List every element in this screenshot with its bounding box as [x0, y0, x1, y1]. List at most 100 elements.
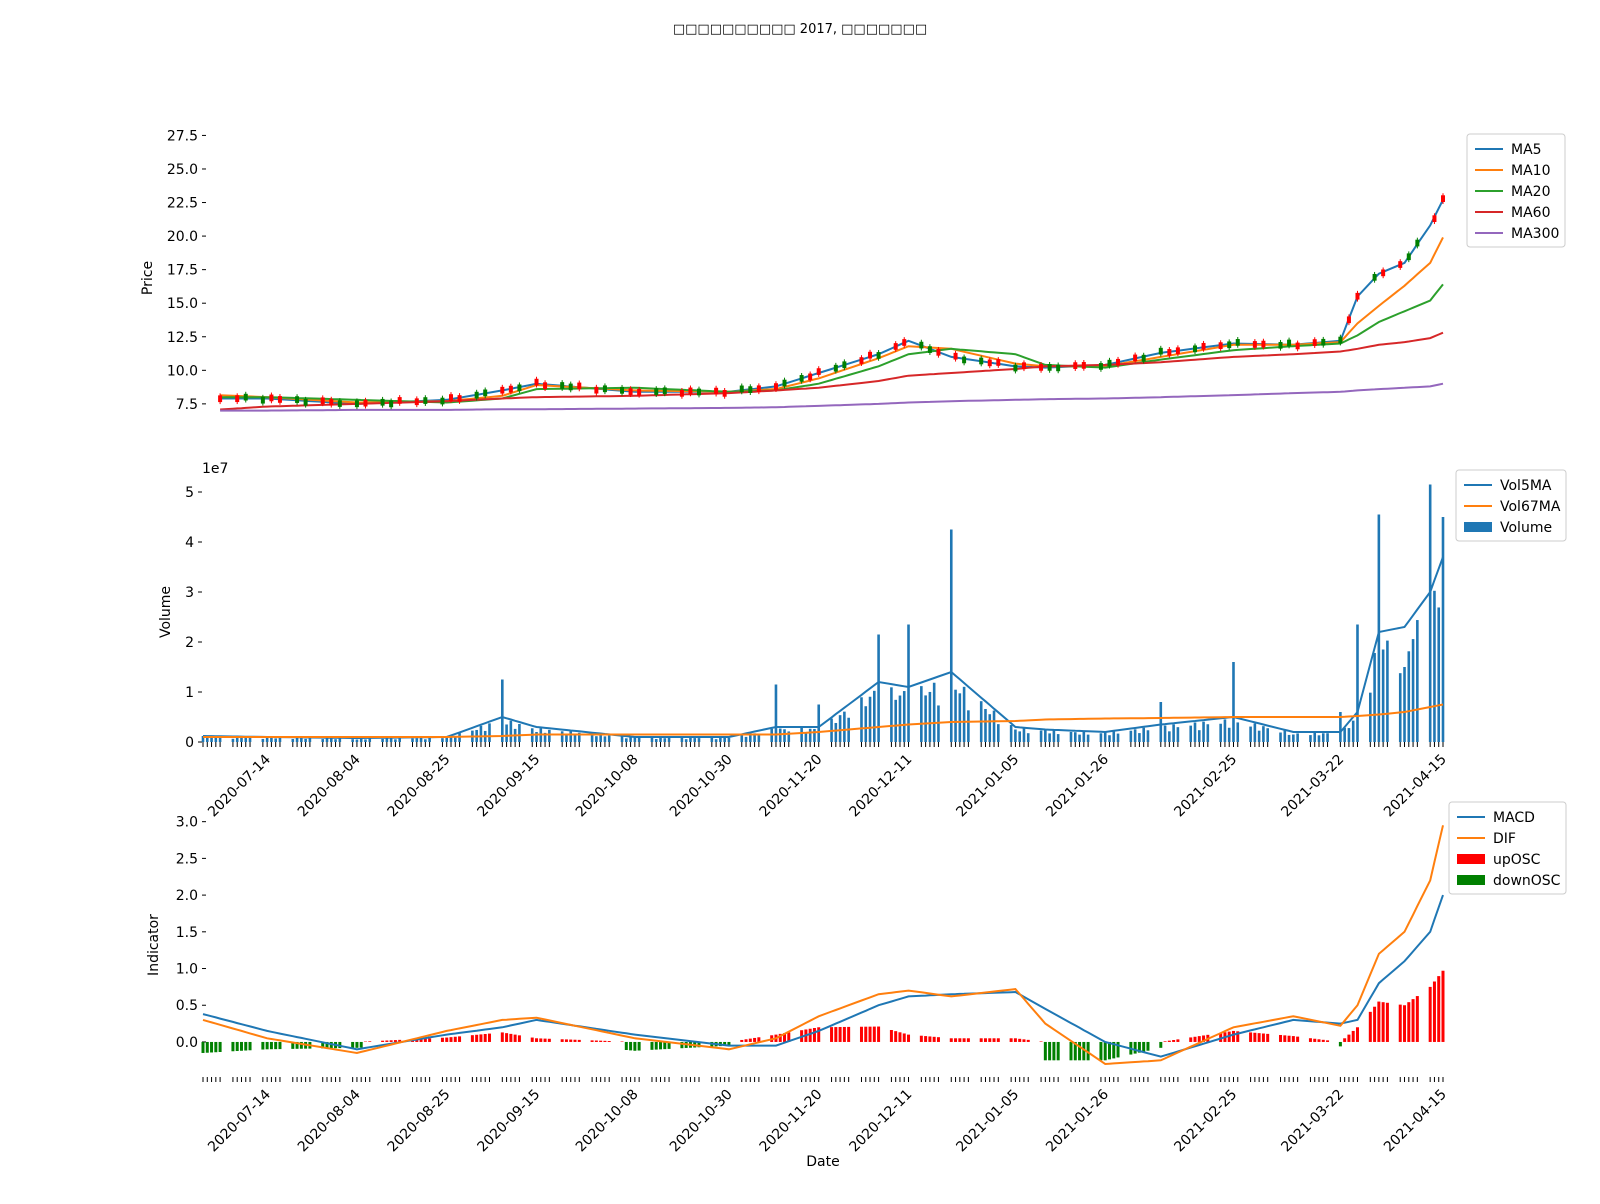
candle-body [1107, 360, 1111, 367]
candle-body [936, 349, 940, 356]
indicator-up-bar [505, 1033, 508, 1042]
volume-bar [321, 739, 324, 742]
indicator-up-bar [565, 1039, 568, 1042]
volume-bar [681, 737, 684, 742]
price-legend-entry: MA300 [1511, 226, 1559, 242]
volume-bar [638, 738, 641, 742]
indicator-up-bar [933, 1037, 936, 1042]
candle-body [1073, 362, 1077, 369]
indicator-up-bar [993, 1038, 996, 1042]
volume-bar [899, 696, 902, 742]
volume-bar [386, 738, 389, 742]
indicator-up-bar [1164, 1041, 1167, 1042]
volume-bar [1168, 731, 1171, 742]
volume-bar [745, 737, 748, 742]
indicator-up-bar [937, 1037, 940, 1042]
volume-bar [1048, 733, 1051, 742]
candle-body [697, 389, 701, 396]
indicator-down-bar [1044, 1042, 1047, 1060]
candle-body [1296, 343, 1300, 350]
indicator-down-bar [1108, 1042, 1111, 1059]
volume-bar [668, 738, 671, 742]
volume-bar [1399, 673, 1402, 742]
volume-line-vol5ma [203, 557, 1443, 738]
candle-body [269, 395, 273, 402]
volume-bar [1138, 733, 1141, 742]
volume-bar [488, 723, 491, 742]
volume-bar [1142, 728, 1145, 742]
candle-body [1415, 240, 1419, 247]
volume-bar [1027, 733, 1030, 742]
indicator-down-bar [231, 1042, 234, 1051]
indicator-down-bar [633, 1042, 636, 1051]
volume-bar [210, 737, 213, 742]
indicator-up-bar [1386, 1003, 1389, 1042]
volume-bar [356, 740, 359, 743]
indicator-up-bar [595, 1041, 598, 1042]
indicator-down-bar [274, 1042, 277, 1049]
candle-body [1321, 339, 1325, 346]
volume-bar [1262, 726, 1265, 742]
indicator-down-bar [244, 1042, 247, 1051]
volume-x-date-label: 2021-02-25 [1171, 752, 1240, 821]
indicator-legend-entry: DIF [1493, 831, 1516, 847]
indicator-up-bar [1352, 1031, 1355, 1042]
candle-body [1373, 274, 1377, 281]
indicator-up-bar [1373, 1007, 1376, 1042]
candle-body [235, 395, 239, 402]
indicator-up-bar [608, 1041, 611, 1042]
volume-bar [1322, 733, 1325, 742]
volume-y-tick-label: 0 [185, 735, 194, 751]
volume-bar [1207, 724, 1210, 742]
volume-x-date-label: 2020-10-08 [573, 752, 642, 821]
indicator-down-bar [266, 1042, 269, 1049]
candle-body [389, 401, 393, 408]
volume-bar [420, 738, 423, 742]
indicator-up-bar [967, 1038, 970, 1042]
candle-body [1313, 339, 1317, 346]
volume-bar [835, 723, 838, 742]
volume-bar [1288, 735, 1291, 742]
indicator-up-bar [1292, 1036, 1295, 1042]
candle-body [1261, 341, 1265, 348]
volume-bar [1382, 650, 1385, 742]
candle-body [500, 387, 504, 394]
candle-body [603, 385, 607, 392]
indicator-up-bar [1172, 1040, 1175, 1042]
volume-legend-entry: Volume [1500, 520, 1552, 536]
indicator-up-bar [890, 1030, 893, 1042]
indicator-up-bar [1168, 1041, 1171, 1042]
volume-bar [1318, 735, 1321, 742]
indicator-down-bar [236, 1042, 239, 1051]
indicator-up-bar [548, 1039, 551, 1042]
volume-bar [1429, 485, 1432, 743]
indicator-x-date-label: 2020-08-25 [385, 1087, 454, 1156]
candle-body [1202, 343, 1206, 350]
indicator-up-bar [740, 1040, 743, 1042]
volume-bar [651, 737, 654, 742]
volume-bar [445, 738, 448, 742]
indicator-up-bar [830, 1027, 833, 1042]
candle-body [321, 397, 325, 404]
indicator-down-bar [1104, 1042, 1107, 1060]
indicator-down-bar [663, 1042, 666, 1049]
candle-body [1142, 355, 1146, 362]
volume-bar [693, 738, 696, 742]
candle-body [1056, 365, 1060, 372]
volume-bar [728, 738, 731, 742]
indicator-up-bar [1018, 1039, 1021, 1042]
indicator-down-bar [1057, 1042, 1060, 1060]
indicator-up-bar [475, 1035, 478, 1042]
volume-bar [334, 739, 337, 742]
volume-bar [1100, 733, 1103, 742]
candle-body [423, 397, 427, 404]
volume-bar [1228, 728, 1231, 742]
indicator-down-bar [659, 1042, 662, 1049]
volume-bar [800, 728, 803, 742]
indicator-x-date-label: 2021-01-26 [1043, 1086, 1112, 1155]
candle-body [543, 382, 547, 389]
indicator-up-bar [1249, 1032, 1252, 1042]
candle-body [560, 382, 564, 389]
indicator-x-date-label: 2020-12-11 [846, 1087, 915, 1156]
